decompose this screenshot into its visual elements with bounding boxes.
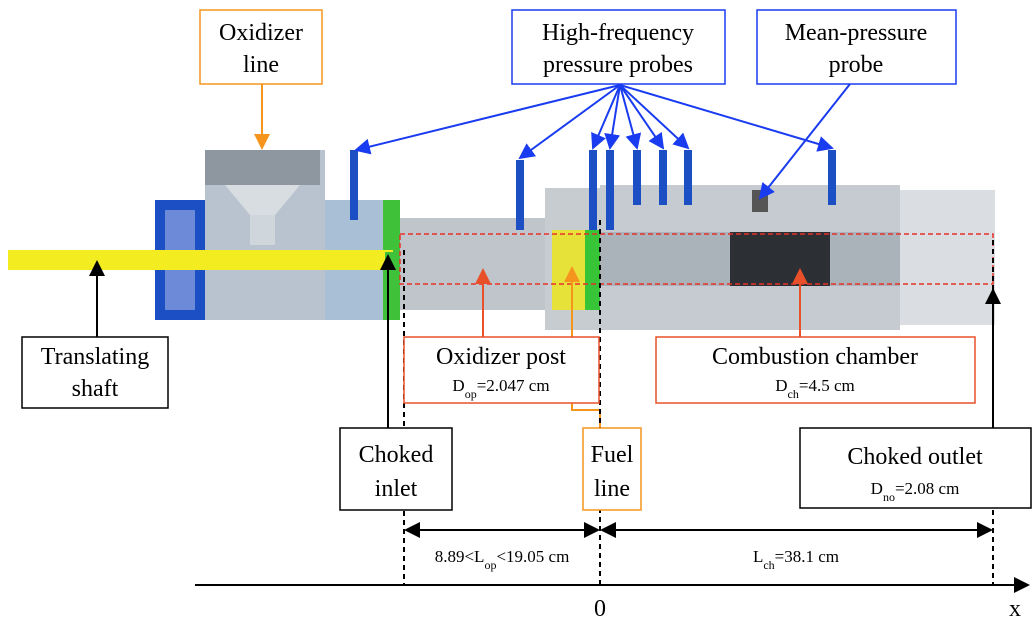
arrow [619, 84, 665, 150]
combustor-drawing [205, 150, 320, 185]
arrow [354, 83, 851, 200]
combustor-drawing [350, 150, 836, 230]
combustor-drawing [225, 185, 300, 215]
texts: Oxidizer line High-frequency pressure pr… [41, 20, 1021, 622]
combustor-drawing [516, 160, 524, 230]
label-boxe [655, 336, 976, 404]
text: line [243, 52, 279, 78]
label-boxe [339, 427, 453, 511]
label-boxe [403, 336, 600, 404]
arrow [591, 84, 621, 150]
label-boxe [756, 9, 957, 85]
text-part: L [753, 547, 763, 566]
text-part: =2.047 cm [477, 376, 550, 395]
text-part: =38.1 cm [775, 547, 839, 566]
label-boxe [21, 336, 169, 409]
text: Dop=2.047 cm [452, 376, 549, 401]
text: line [594, 476, 630, 502]
text: inlet [375, 476, 418, 502]
text-part: 8.89<L [435, 547, 485, 566]
text: Combustion chamber [712, 344, 918, 370]
arrow [518, 84, 621, 160]
arrow [354, 84, 621, 155]
text: 0 [594, 596, 606, 622]
text: shaft [72, 376, 119, 402]
combustor-drawing [900, 190, 995, 325]
text: Dch=4.5 cm [775, 376, 854, 401]
label-boxe [582, 427, 642, 511]
text: Lch=38.1 cm [753, 547, 839, 572]
text: Oxidizer [219, 20, 303, 46]
combustor-drawing [250, 215, 275, 245]
arrow [604, 84, 621, 150]
combustor-drawing [633, 150, 641, 205]
text-part: D [871, 479, 883, 498]
label-boxe [511, 9, 726, 85]
label-boxe [199, 9, 323, 85]
combustor-drawing [400, 218, 545, 310]
text-part: =4.5 cm [799, 376, 855, 395]
arrow [619, 84, 690, 150]
text: Translating [41, 344, 149, 370]
combustor-drawing [8, 250, 393, 270]
combustor-drawing [589, 150, 597, 230]
text: Oxidizer post [436, 344, 566, 370]
arrow [619, 84, 642, 150]
combustor-drawing [752, 190, 768, 212]
text-part: D [452, 376, 464, 395]
text-part: <19.05 cm [496, 547, 569, 566]
label-boxes [21, 9, 1032, 511]
label-boxe [799, 427, 1032, 509]
text: x [1009, 596, 1021, 622]
text-part: op [465, 387, 477, 401]
text: 8.89<Lop<19.05 cm [435, 547, 570, 572]
text-part: ch [788, 387, 799, 401]
text: High-frequency [542, 20, 694, 46]
text-part: op [484, 558, 496, 572]
combustor-drawing [730, 232, 830, 286]
text: probe [829, 52, 884, 78]
dimension-lines [195, 220, 1030, 593]
combustor-drawing [8, 150, 995, 330]
combustor-drawing [585, 230, 600, 310]
combustor-drawing [684, 150, 692, 205]
text: Fuel [591, 442, 634, 468]
text-part: no [883, 490, 895, 504]
text-part: D [775, 376, 787, 395]
combustor-drawing [350, 150, 358, 220]
text-part: ch [763, 558, 774, 572]
combustor-drawing [828, 150, 836, 205]
text: Choked outlet [847, 444, 983, 470]
arrow [619, 84, 834, 152]
text: pressure probes [543, 52, 693, 78]
combustor-drawing [606, 150, 614, 230]
text: Choked [359, 442, 434, 468]
arrow [758, 83, 851, 200]
text: Dno=2.08 cm [871, 479, 960, 504]
text-part: =2.08 cm [895, 479, 959, 498]
text: Mean-pressure [785, 20, 928, 46]
combustor-drawing [659, 150, 667, 205]
